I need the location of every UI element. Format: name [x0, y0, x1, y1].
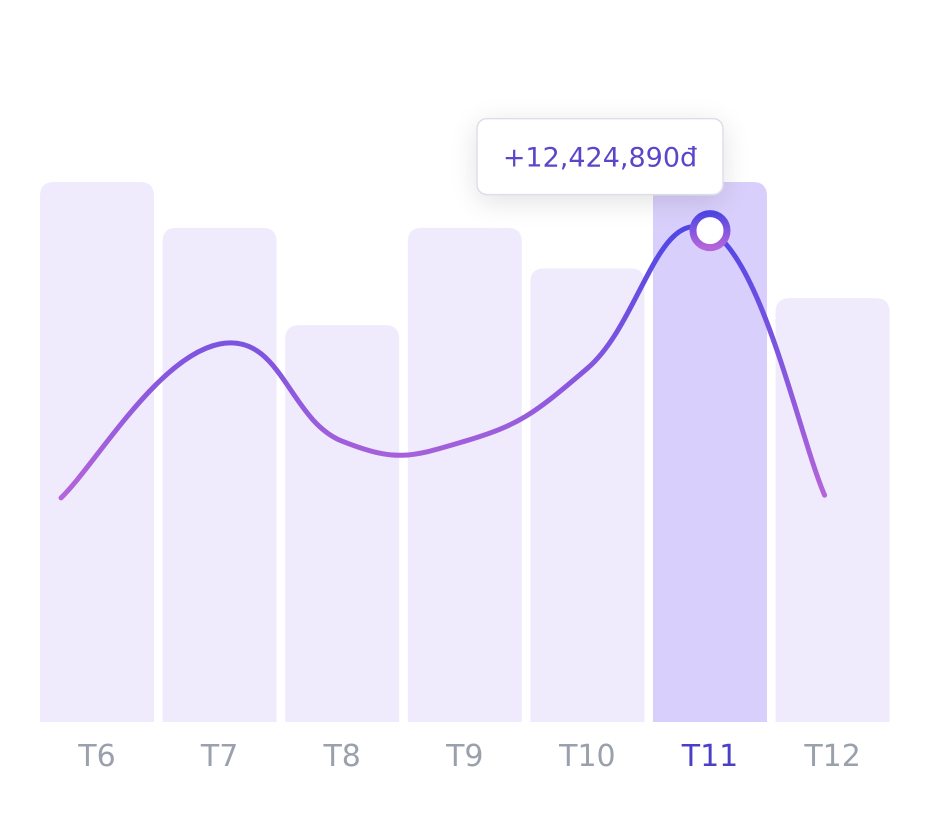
tick-label-t9: T9 [445, 739, 483, 774]
highlight-point-marker[interactable] [689, 210, 731, 252]
tick-label-t6: T6 [77, 739, 115, 774]
bar-t7[interactable] [162, 227, 277, 722]
tooltip-group: +12,424,890đ [476, 117, 724, 196]
bar-t11[interactable] [653, 182, 767, 722]
tick-label-t7: T7 [200, 739, 238, 774]
tick-label-t10: T10 [558, 739, 616, 774]
trend-line-group [58, 210, 828, 501]
tick-label-t11: T11 [681, 739, 739, 774]
tooltip-box [476, 117, 724, 196]
bar-t8[interactable] [285, 325, 400, 722]
tick-label-t8: T8 [322, 739, 360, 774]
tooltip-value: +12,424,890đ [503, 143, 697, 174]
x-axis-labels: T6 T7 T8 T9 T10 T11 T12 [77, 739, 861, 774]
bar-t12[interactable] [775, 298, 890, 722]
bars-group [40, 182, 890, 722]
tick-label-t12: T12 [803, 739, 861, 774]
bar-t9[interactable] [407, 227, 522, 722]
bar-t10[interactable] [530, 268, 645, 722]
trend-line [58, 224, 828, 501]
